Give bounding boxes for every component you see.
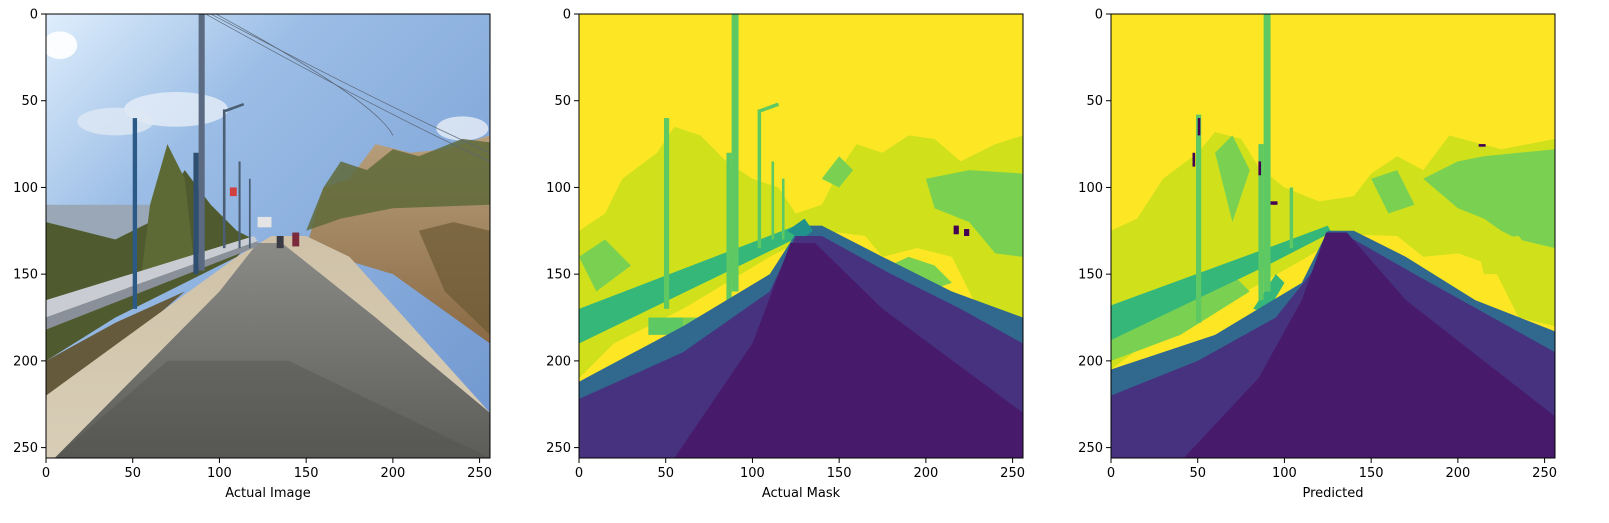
y-tick-label: 0	[1095, 8, 1103, 23]
x-tick-label: 50	[657, 466, 674, 481]
y-tick-label: 150	[1078, 268, 1103, 283]
predicted-xlabel: Predicted	[1302, 486, 1363, 501]
y-tick-label: 150	[13, 268, 38, 283]
x-tick-label: 200	[380, 466, 405, 481]
y-tick-label: 250	[546, 441, 571, 456]
axes-frame	[45, 13, 491, 459]
y-tick-label: 50	[21, 94, 38, 109]
axes-frame	[1110, 13, 1556, 459]
panel-predicted	[1110, 13, 1556, 459]
x-tick-label: 250	[1000, 466, 1025, 481]
x-tick-label: 250	[1532, 466, 1557, 481]
x-tick-label: 100	[1272, 466, 1297, 481]
segmentation-prediction-image	[1111, 14, 1556, 459]
y-tick-label: 100	[546, 181, 571, 196]
actual-image-axes: 0 50 100 150 200 250 0 50 100 150 200 250 Actual Ima…	[13, 8, 492, 502]
panel-actual-image	[45, 13, 491, 459]
x-tick-label: 150	[294, 466, 319, 481]
x-tick-label: 150	[827, 466, 852, 481]
y-tick-label: 0	[563, 8, 571, 23]
y-tick-label: 100	[1078, 181, 1103, 196]
x-tick-label: 100	[740, 466, 765, 481]
x-tick-label: 100	[207, 466, 232, 481]
x-tick-label: 200	[913, 466, 938, 481]
predicted-axes: 0 50 100 150 200 250 0 50 100 150 200 250 Predicted	[1078, 8, 1557, 502]
x-tick-label: 50	[124, 466, 141, 481]
axes-overlay: 0 50 100 150 200 250 0 50 100 150 200 250 Actual Ima…	[13, 8, 1557, 502]
actual-mask-xlabel: Actual Mask	[762, 486, 841, 501]
y-tick-label: 200	[1078, 354, 1103, 369]
y-tick-label: 50	[1086, 94, 1103, 109]
x-tick-label: 250	[467, 466, 492, 481]
x-tick-label: 200	[1445, 466, 1470, 481]
y-tick-label: 200	[546, 354, 571, 369]
actual-mask-axes: 0 50 100 150 200 250 0 50 100 150 200 250 Actual Mas…	[546, 8, 1025, 502]
panel-actual-mask	[578, 13, 1024, 459]
actual-image-xlabel: Actual Image	[225, 486, 311, 501]
x-tick-label: 0	[575, 466, 583, 481]
y-tick-label: 50	[554, 94, 571, 109]
y-tick-label: 250	[13, 441, 38, 456]
y-tick-label: 200	[13, 354, 38, 369]
axes-frame	[578, 13, 1024, 459]
y-tick-label: 250	[1078, 441, 1103, 456]
y-tick-label: 100	[13, 181, 38, 196]
x-tick-label: 0	[1107, 466, 1115, 481]
x-tick-label: 0	[42, 466, 50, 481]
segmentation-mask-image	[579, 14, 1024, 459]
y-tick-label: 150	[546, 268, 571, 283]
y-tick-label: 0	[30, 8, 38, 23]
road-photo-image	[46, 14, 491, 459]
x-tick-label: 50	[1189, 466, 1206, 481]
x-tick-label: 150	[1359, 466, 1384, 481]
